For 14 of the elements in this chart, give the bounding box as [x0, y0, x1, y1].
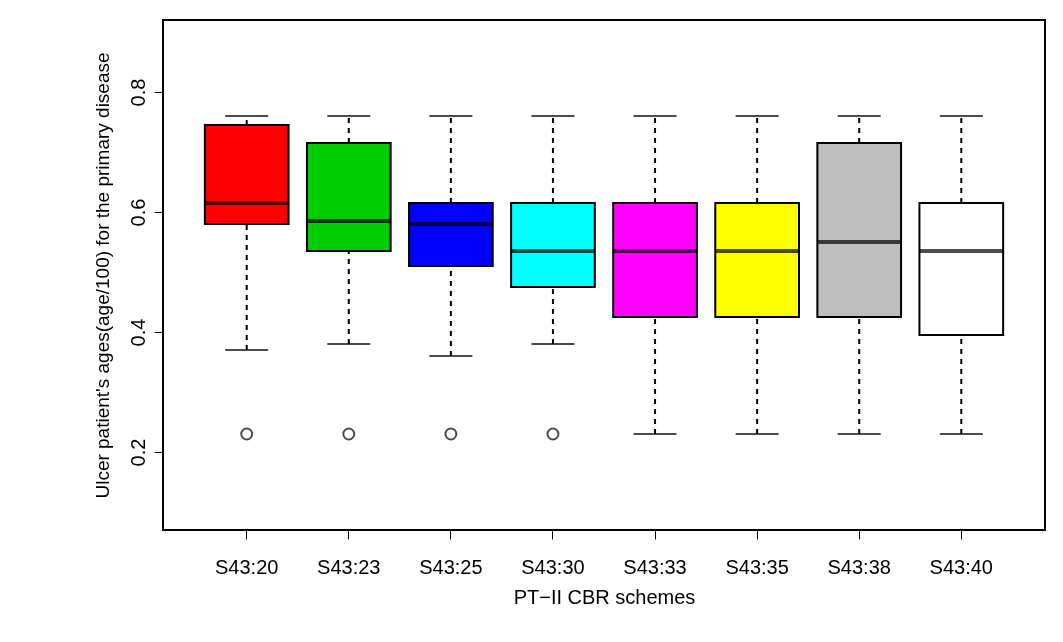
y-tick-label: 0.4	[126, 318, 149, 347]
x-tick-label: S43:23	[317, 556, 381, 578]
x-tick-label: S43:20	[215, 556, 279, 578]
y-tick-label: 0.2	[126, 438, 149, 467]
x-tick-label: S43:30	[521, 556, 585, 578]
x-tick-label: S43:40	[929, 556, 993, 578]
x-tick-label: S43:35	[725, 556, 789, 578]
x-tick-label: S43:38	[827, 556, 891, 578]
y-tick-label: 0.8	[126, 78, 149, 107]
x-axis-title: PT−II CBR schemes	[513, 586, 696, 608]
y-axis-title: Ulcer patient's ages(age/100) for the primary disease	[91, 52, 113, 499]
y-tick-label: 0.6	[126, 198, 149, 227]
x-tick-label: S43:33	[623, 556, 687, 578]
x-tick-label: S43:25	[419, 556, 483, 578]
